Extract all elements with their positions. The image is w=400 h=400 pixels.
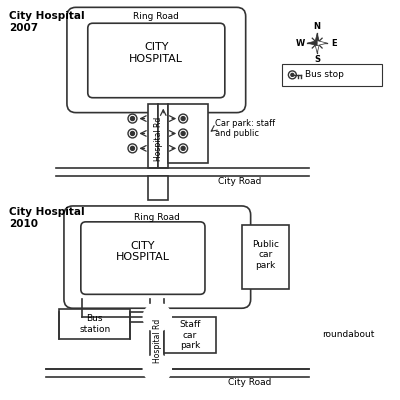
Text: Ring Road: Ring Road [134, 213, 180, 222]
Bar [148, 104, 158, 168]
Circle shape [130, 116, 134, 120]
Circle shape [130, 132, 134, 136]
Text: Staff
car
park: Staff car park [179, 320, 201, 350]
Text: N: N [314, 22, 321, 31]
Circle shape [181, 116, 185, 120]
Text: Hospital Rd: Hospital Rd [154, 116, 163, 160]
Text: City Road: City Road [218, 177, 262, 186]
Text: City Road: City Road [228, 378, 271, 387]
Text: W: W [296, 38, 305, 48]
FancyBboxPatch shape [64, 206, 251, 308]
Circle shape [291, 321, 317, 347]
Circle shape [291, 73, 294, 76]
Text: roundabout: roundabout [322, 330, 374, 338]
FancyBboxPatch shape [81, 222, 205, 294]
Circle shape [143, 355, 171, 383]
Text: Bus
station: Bus station [79, 314, 110, 334]
Text: Ring Road: Ring Road [133, 12, 179, 21]
Text: Bus stop: Bus stop [305, 70, 344, 79]
Bar [158, 104, 168, 168]
Bar [282, 64, 382, 86]
Text: Hospital Rd: Hospital Rd [153, 319, 162, 363]
Text: E: E [331, 38, 337, 48]
Text: S: S [314, 56, 320, 64]
Text: CITY
HOSPITAL: CITY HOSPITAL [129, 42, 183, 64]
Circle shape [143, 303, 171, 331]
Circle shape [181, 146, 185, 150]
Text: Public
car
park: Public car park [252, 240, 279, 270]
Polygon shape [307, 41, 317, 46]
Polygon shape [317, 41, 327, 46]
Bar [148, 176, 168, 200]
Bar [59, 309, 130, 339]
FancyBboxPatch shape [67, 7, 246, 113]
Circle shape [150, 362, 164, 376]
Circle shape [150, 310, 164, 324]
Text: City Hospital
2010: City Hospital 2010 [9, 207, 85, 228]
Bar [168, 104, 208, 163]
Bar [164, 317, 216, 353]
Text: City Hospital
2007: City Hospital 2007 [9, 11, 85, 33]
Circle shape [181, 132, 185, 136]
Circle shape [297, 327, 311, 341]
FancyBboxPatch shape [88, 23, 225, 98]
Text: Car park: staff
and public: Car park: staff and public [215, 119, 275, 138]
Bar [242, 225, 289, 289]
Text: CITY
HOSPITAL: CITY HOSPITAL [116, 241, 170, 262]
Polygon shape [315, 43, 320, 53]
Circle shape [130, 146, 134, 150]
Polygon shape [315, 33, 320, 43]
